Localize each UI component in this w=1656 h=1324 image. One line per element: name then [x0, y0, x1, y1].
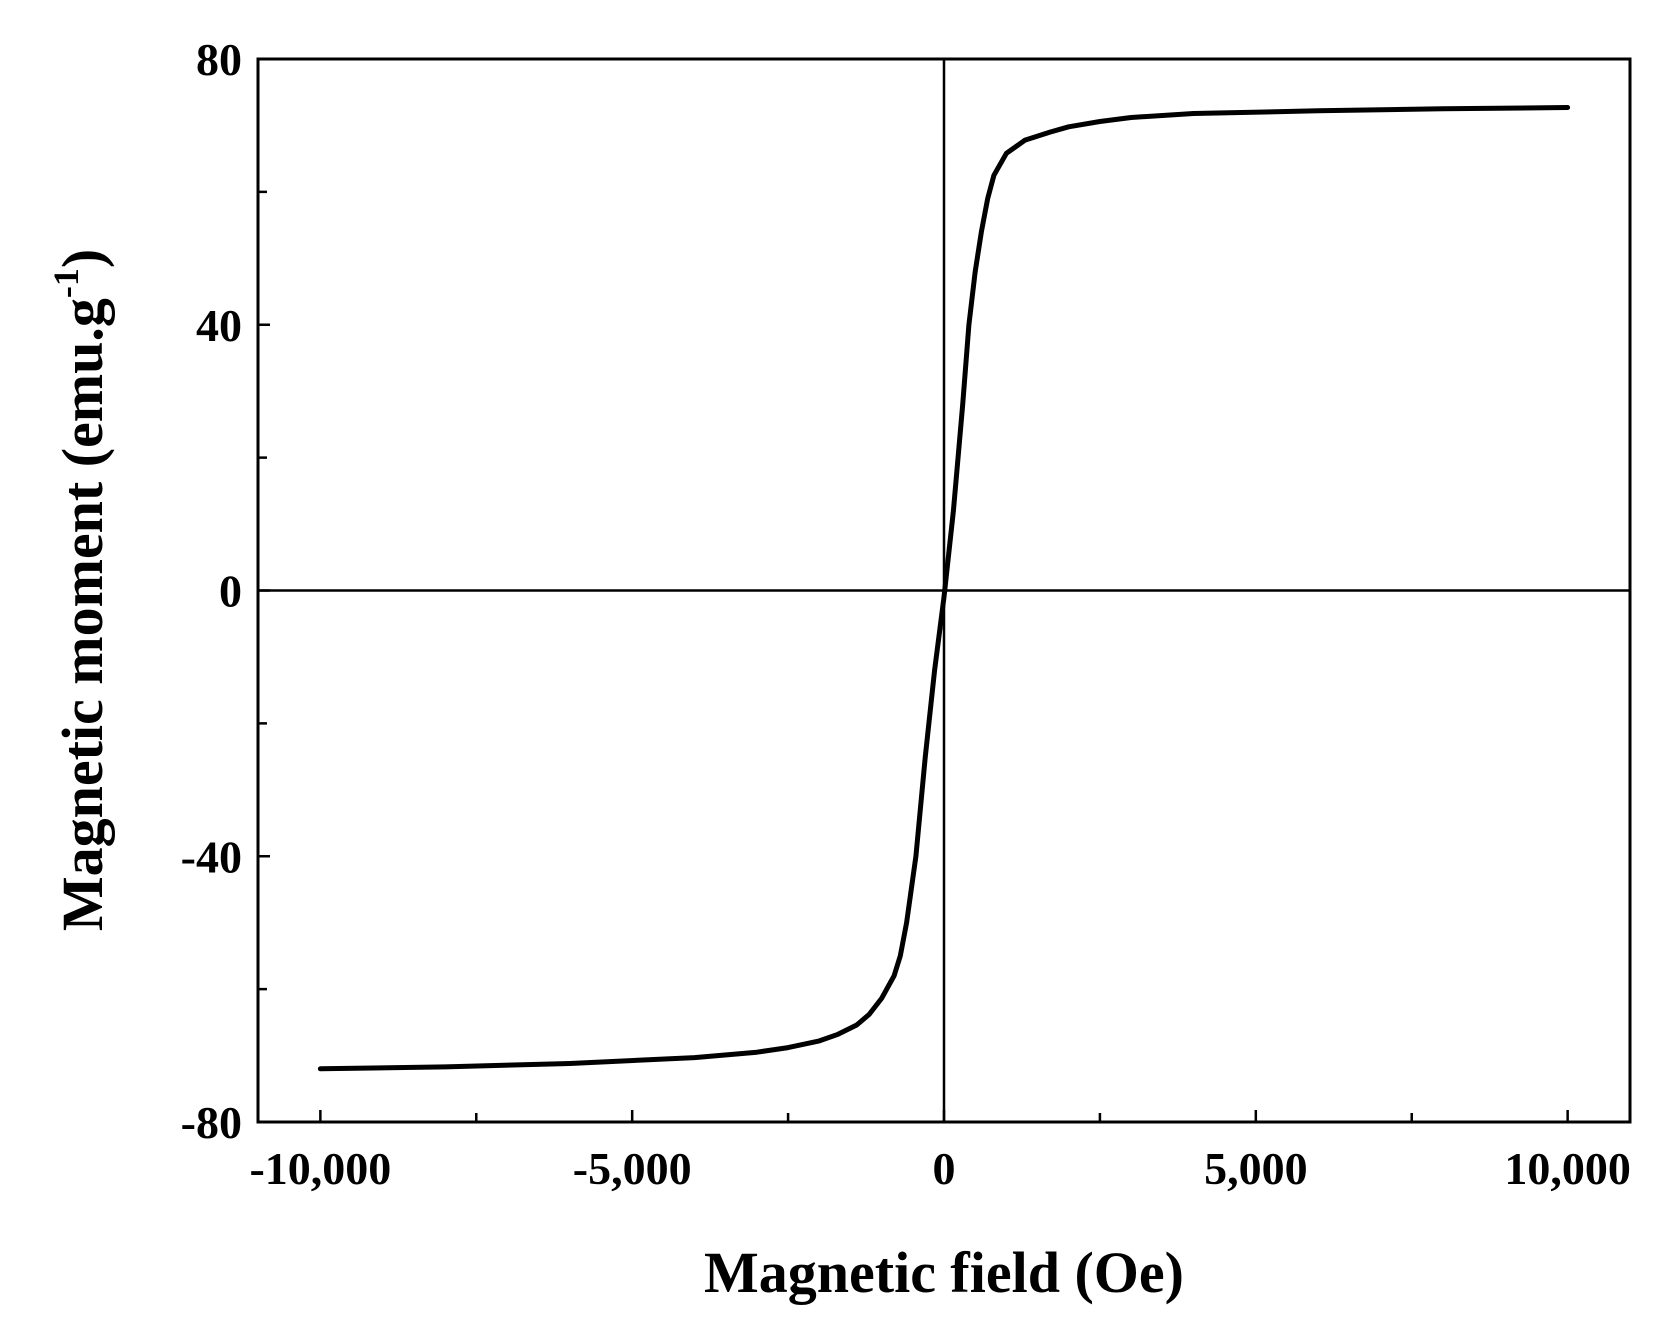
x-tick-label: -10,000	[249, 1143, 391, 1194]
y-tick-label: 40	[196, 300, 242, 351]
series-group	[317, 105, 1571, 1072]
x-tick-label: 5,000	[1204, 1143, 1308, 1194]
y-axis-title: Magnetic moment (emu.g-1)	[46, 249, 115, 931]
x-tick-labels: -10,000 -5,000 0 5,000 10,000	[249, 1143, 1630, 1194]
x-tick-label: 10,000	[1504, 1143, 1631, 1194]
y-tick-labels: -80 -40 0 40 80	[181, 34, 242, 1148]
y-tick-label: 80	[196, 34, 242, 85]
magnetization-curve	[317, 105, 1571, 1072]
x-axis-title: Magnetic field (Oe)	[704, 1240, 1184, 1305]
y-tick-label: -40	[181, 831, 242, 882]
y-tick-label: 0	[219, 566, 242, 617]
y-axis-ticks	[258, 57, 270, 1124]
y-tick-label: -80	[181, 1097, 242, 1148]
y-axis-title-superscript: -1	[46, 268, 86, 298]
y-axis-title-main: Magnetic moment (emu.g	[50, 298, 115, 931]
y-axis-title-close: )	[50, 249, 115, 268]
x-tick-label: -5,000	[573, 1143, 692, 1194]
x-tick-label: 0	[933, 1143, 956, 1194]
x-axis-ticks	[319, 1110, 1569, 1122]
